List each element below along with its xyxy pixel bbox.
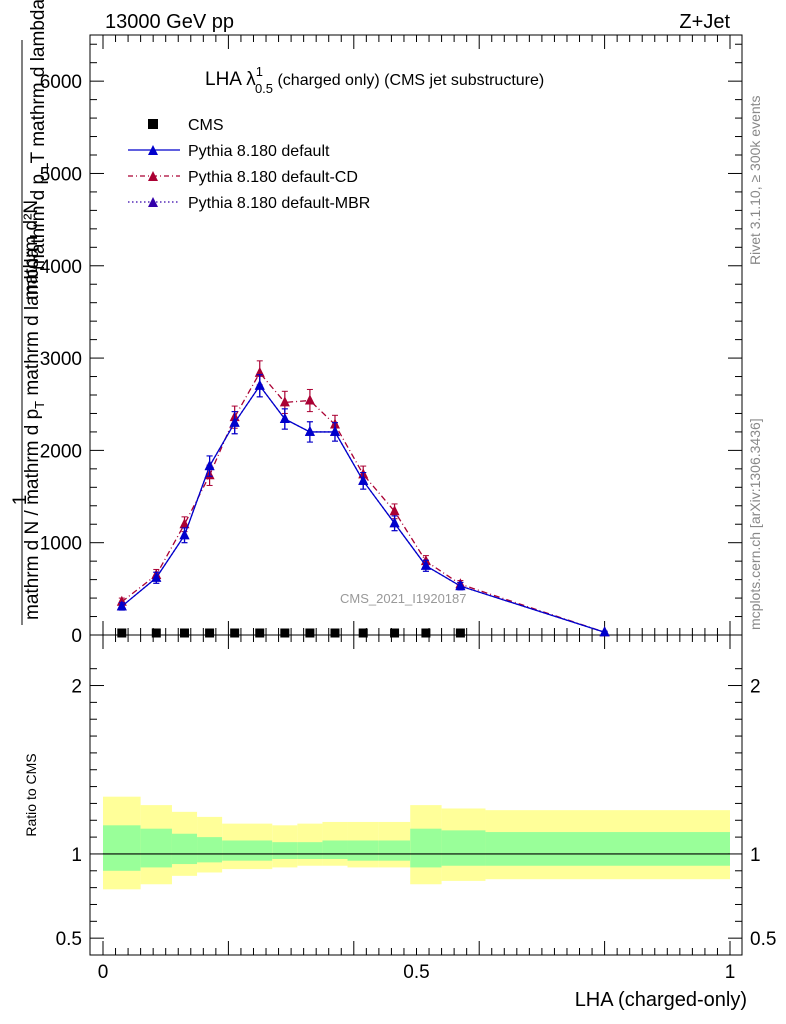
ratio-band-inner bbox=[171, 833, 198, 865]
ratio-y-tick-label: 2 bbox=[71, 677, 82, 698]
ratio-y-tick-label: 0.5 bbox=[56, 929, 82, 950]
series-marker bbox=[455, 580, 466, 591]
series-layer bbox=[116, 360, 610, 638]
legend-label-default: Pythia 8.180 default bbox=[188, 143, 330, 160]
series-marker bbox=[279, 396, 290, 407]
ratio-frame bbox=[89, 634, 743, 956]
cms-data-point bbox=[151, 628, 161, 638]
series-marker bbox=[116, 600, 127, 611]
ratio-band-inner bbox=[197, 837, 223, 863]
main-y-tick-label: 5000 bbox=[40, 164, 82, 185]
cms-data-point bbox=[358, 628, 368, 638]
series-marker bbox=[329, 425, 340, 436]
cms-data-point bbox=[330, 628, 340, 638]
series-marker bbox=[304, 394, 315, 405]
ratio-band-inner bbox=[485, 832, 730, 866]
ratio-band-inner bbox=[222, 840, 273, 861]
y-label-denominator: mathrm d N / mathrm d pT mathrm d lambda bbox=[22, 247, 47, 620]
series-marker bbox=[151, 571, 162, 582]
series-marker bbox=[304, 425, 315, 436]
x-axis-label: LHA (charged-only) bbox=[575, 989, 747, 1011]
ratio-band-inner bbox=[410, 828, 442, 868]
cms-data-point bbox=[421, 628, 431, 638]
header-left: 13000 GeV pp bbox=[105, 11, 234, 33]
series-marker bbox=[389, 505, 400, 516]
series-line-2 bbox=[121, 371, 605, 633]
series-marker bbox=[358, 474, 369, 485]
cms-data-point bbox=[205, 628, 215, 638]
legend-marker-cd bbox=[148, 171, 158, 181]
legend-marker-default bbox=[148, 145, 158, 155]
ratio-band-inner bbox=[140, 828, 172, 868]
legend-marker-mbr bbox=[148, 197, 158, 207]
ratio-band-inner bbox=[297, 842, 323, 859]
ratio-y-tick-label-right: 0.5 bbox=[750, 929, 776, 950]
ratio-y-ticks: 0.5 0.5 1 1 2 2 bbox=[56, 668, 776, 950]
ratio-band-inner bbox=[378, 840, 411, 861]
header-right: Z+Jet bbox=[679, 11, 730, 33]
main-y-tick-label: 4000 bbox=[40, 257, 82, 278]
cms-data-point bbox=[305, 628, 315, 638]
legend-label-cd: Pythia 8.180 default-CD bbox=[188, 169, 358, 186]
ratio-band-inner bbox=[441, 830, 486, 866]
series-marker bbox=[420, 559, 431, 570]
y-label-prefix: 1 bbox=[10, 495, 31, 506]
main-y-ticks: 0 1000 2000 3000 4000 5000 6000 bbox=[40, 43, 742, 647]
ratio-band-inner bbox=[103, 825, 141, 871]
ratio-band-inner bbox=[272, 842, 298, 859]
y-label-numerator: mathrm d²N bbox=[21, 200, 42, 300]
y-label-middle: mathrm d p_T mathrm d lambda bbox=[28, 0, 49, 270]
ratio-band-inner bbox=[347, 840, 379, 861]
series-marker bbox=[254, 379, 265, 390]
series-marker bbox=[389, 517, 400, 528]
x-tick-label: 1 bbox=[725, 962, 736, 983]
x-tick-label: 0 bbox=[98, 962, 109, 983]
analysis-watermark: CMS_2021_I1920187 bbox=[340, 591, 467, 606]
ratio-y-label: Ratio to CMS bbox=[23, 753, 39, 836]
series-marker bbox=[204, 460, 215, 471]
series-marker bbox=[179, 518, 190, 529]
main-y-tick-label: 3000 bbox=[40, 349, 82, 370]
main-y-tick-label: 0 bbox=[71, 626, 82, 647]
cms-data-point bbox=[455, 628, 465, 638]
main-y-tick-label: 1000 bbox=[40, 534, 82, 555]
ratio-band-inner bbox=[322, 840, 348, 859]
cms-data-point bbox=[230, 628, 240, 638]
cms-data-point bbox=[180, 628, 190, 638]
series-marker bbox=[599, 626, 610, 637]
ratio-y-tick-label: 1 bbox=[71, 845, 82, 866]
mcplots-label: mcplots.cern.ch [arXiv:1306.3436] bbox=[747, 418, 763, 630]
series-marker bbox=[279, 413, 290, 423]
legend-label-cms: CMS bbox=[188, 117, 224, 134]
plot-title: LHA λ1 0.5 (charged only) (CMS jet substr… bbox=[205, 64, 544, 96]
ratio-y-tick-label-right: 1 bbox=[750, 845, 761, 866]
x-ticks: 0 0.5 1 bbox=[98, 35, 736, 983]
main-y-tick-label: 6000 bbox=[40, 72, 82, 93]
legend-marker-cms bbox=[148, 119, 158, 129]
ratio-y-tick-label-right: 2 bbox=[750, 677, 761, 698]
cms-data-point bbox=[280, 628, 290, 638]
cms-data-point bbox=[255, 628, 265, 638]
legend: CMS Pythia 8.180 default Pythia 8.180 de… bbox=[128, 117, 370, 212]
series-marker bbox=[229, 416, 240, 427]
legend-label-mbr: Pythia 8.180 default-MBR bbox=[188, 195, 370, 212]
cms-data-point bbox=[117, 628, 127, 638]
series-line-1 bbox=[121, 384, 605, 633]
series-marker bbox=[179, 529, 190, 540]
main-y-tick-label: 2000 bbox=[40, 441, 82, 462]
rivet-label: Rivet 3.1.10, ≥ 300k events bbox=[747, 95, 763, 265]
main-y-label: mathrm d²N mathrm d p_T mathrm d lambda … bbox=[10, 0, 49, 620]
x-tick-label: 0.5 bbox=[403, 962, 429, 983]
ratio-bands bbox=[103, 796, 730, 890]
cms-data-point bbox=[390, 628, 400, 638]
